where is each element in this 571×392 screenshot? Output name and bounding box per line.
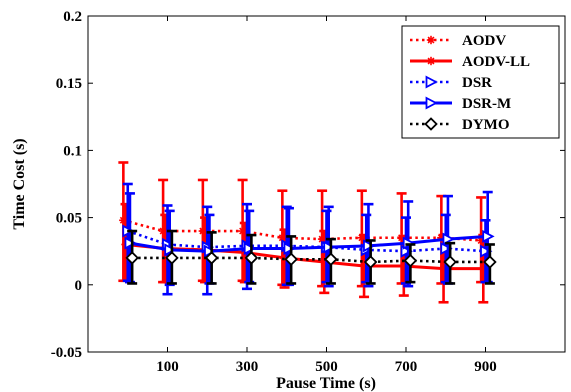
data-point-shape	[243, 242, 257, 256]
data-point-shape	[283, 242, 296, 256]
y-tick-label: 0.1	[63, 143, 82, 159]
y-tick-label: -0.05	[51, 345, 82, 361]
data-point-shape	[324, 252, 338, 267]
data-point-shape	[284, 252, 298, 267]
data-point-shape	[164, 243, 177, 257]
legend-marker-shape	[424, 117, 438, 131]
data-point	[483, 255, 497, 269]
data-point	[204, 251, 219, 265]
data-point	[403, 253, 418, 268]
series-line	[123, 219, 482, 242]
y-tick-label: 0.15	[56, 76, 82, 92]
x-tick-label: 700	[395, 359, 418, 375]
series-dymo	[125, 229, 497, 285]
series-layer	[118, 161, 497, 304]
x-tick-label: 300	[236, 359, 259, 375]
data-point	[165, 251, 179, 265]
series-line	[129, 234, 488, 253]
data-point-shape	[482, 229, 495, 243]
axes-layer: -0.05 0 0.05 0.1 0.15 0.2 100 300 500 700 900	[51, 9, 565, 375]
data-point-shape	[124, 236, 137, 250]
legend-label: AODV-LL	[462, 54, 530, 70]
x-tick-label: 500	[315, 359, 338, 375]
data-point	[243, 242, 257, 256]
legend-item-dsr-m: DSR-M	[410, 96, 511, 112]
data-point-shape	[244, 251, 259, 265]
legend-marker-shape	[425, 96, 438, 110]
legend-marker-stroke-3	[427, 57, 435, 65]
data-point	[480, 244, 493, 258]
legend-item-aodv: AODV	[410, 33, 506, 49]
legend-marker	[426, 35, 436, 45]
data-point	[363, 255, 378, 269]
data-point	[244, 251, 259, 265]
y-tick-label: 0	[75, 278, 83, 294]
data-point	[324, 252, 338, 267]
legend-label: DSR	[462, 75, 492, 91]
legend-item-dymo: DYMO	[410, 117, 510, 133]
legend-label: DYMO	[462, 117, 510, 133]
data-point	[283, 242, 296, 256]
x-tick-label: 100	[156, 359, 179, 375]
legend: AODV AODV-LL DSR DSR-M DYMO	[401, 25, 560, 139]
data-point-shape	[363, 255, 378, 269]
data-point-shape	[480, 244, 493, 258]
data-point	[164, 243, 177, 257]
legend-marker	[426, 56, 436, 66]
data-point	[363, 239, 376, 253]
data-point-shape	[403, 253, 418, 268]
data-point	[124, 236, 137, 250]
y-axis-label: Time Cost (s)	[11, 138, 28, 229]
data-point-shape	[483, 255, 497, 269]
data-point-shape	[125, 251, 139, 265]
legend-marker	[425, 96, 438, 110]
data-point-shape	[165, 251, 179, 265]
data-point	[125, 251, 139, 265]
data-point	[482, 229, 495, 243]
data-point	[443, 255, 457, 269]
legend-marker	[425, 75, 438, 89]
x-axis-label: Pause Time (s)	[276, 375, 376, 392]
legend-marker-shape	[425, 75, 438, 89]
data-point-shape	[363, 239, 376, 253]
data-point	[442, 232, 455, 246]
data-point-shape	[440, 242, 453, 256]
legend-item-dsr: DSR	[410, 75, 492, 91]
data-point	[323, 240, 336, 254]
y-tick-label: 0.05	[56, 211, 82, 227]
x-tick-label: 900	[474, 359, 497, 375]
data-point-shape	[323, 240, 336, 254]
data-point-shape	[442, 232, 455, 246]
legend-label: AODV	[462, 33, 506, 49]
legend-marker-stroke-3	[427, 36, 435, 44]
legend-item-aodv-ll: AODV-LL	[410, 54, 530, 70]
data-point	[284, 252, 298, 267]
data-point-shape	[443, 255, 457, 269]
data-point-shape	[204, 251, 219, 265]
legend-marker	[424, 117, 438, 131]
y-tick-label: 0.2	[63, 9, 82, 25]
legend-label: DSR-M	[462, 96, 511, 112]
series-dsr-m	[124, 190, 495, 288]
data-point	[440, 242, 453, 256]
